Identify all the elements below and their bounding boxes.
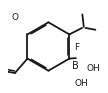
Text: B: B [72, 61, 79, 72]
Text: F: F [74, 43, 79, 52]
Text: OH: OH [74, 79, 88, 88]
Text: O: O [12, 13, 19, 22]
Text: OH: OH [86, 64, 100, 73]
